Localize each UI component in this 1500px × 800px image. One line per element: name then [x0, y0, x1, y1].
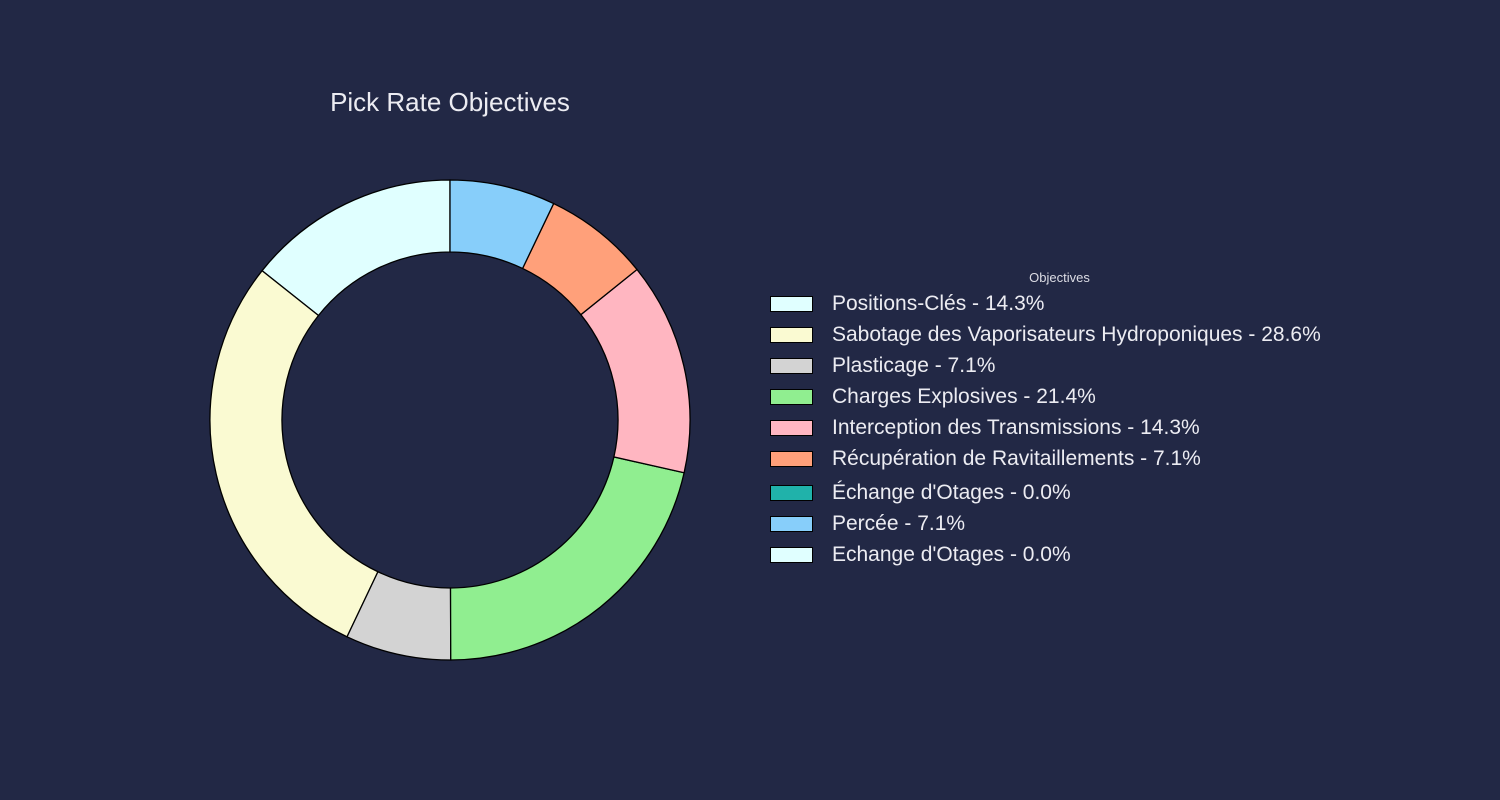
legend-swatch	[770, 357, 813, 374]
legend-label: Échange d'Otages - 0.0%	[832, 480, 1071, 504]
legend-label: Positions-Clés - 14.3%	[832, 291, 1045, 315]
legend-swatch	[770, 326, 813, 343]
legend-item: Plasticage - 7.1%	[768, 350, 1368, 381]
legend-label: Plasticage - 7.1%	[832, 353, 996, 377]
legend-swatch	[770, 546, 813, 563]
pie-slice	[209, 269, 379, 638]
legend-swatch	[770, 450, 813, 467]
legend-label: Sabotage des Vaporisateurs Hydroponiques…	[832, 322, 1321, 346]
legend-item: Interception des Transmissions - 14.3%	[768, 412, 1368, 443]
legend-item: Échange d'Otages - 0.0%	[768, 477, 1368, 508]
legend-swatch	[770, 484, 813, 501]
legend-label: Récupération de Ravitaillements - 7.1%	[832, 446, 1201, 470]
legend-swatch	[770, 515, 813, 532]
legend-swatch	[770, 419, 813, 436]
legend-item: Positions-Clés - 14.3%	[768, 288, 1368, 319]
legend: Objectives Positions-Clés - 14.3% Sabotag…	[768, 268, 1368, 570]
legend-swatch	[770, 388, 813, 405]
legend-swatch	[770, 295, 813, 312]
legend-item: Sabotage des Vaporisateurs Hydroponiques…	[768, 319, 1368, 350]
legend-item: Echange d'Otages - 0.0%	[768, 539, 1368, 570]
chart-title: Pick Rate Objectives	[330, 87, 570, 117]
legend-item: Charges Explosives - 21.4%	[768, 381, 1368, 412]
legend-item: Percée - 7.1%	[768, 508, 1368, 539]
legend-item: Récupération de Ravitaillements - 7.1%	[768, 443, 1368, 474]
legend-label: Interception des Transmissions - 14.3%	[832, 415, 1200, 439]
legend-label: Echange d'Otages - 0.0%	[832, 542, 1071, 566]
legend-items: Positions-Clés - 14.3% Sabotage des Vapor…	[768, 288, 1368, 570]
legend-title: Objectives	[1029, 270, 1090, 285]
legend-label: Charges Explosives - 21.4%	[832, 384, 1096, 408]
legend-label: Percée - 7.1%	[832, 511, 966, 535]
pie-slice	[449, 179, 555, 270]
pie-slice	[449, 456, 685, 661]
